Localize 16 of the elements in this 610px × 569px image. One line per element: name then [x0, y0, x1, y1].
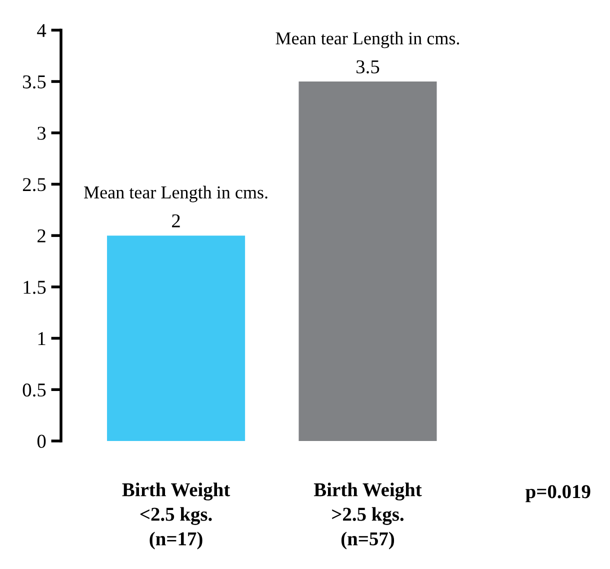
- text: p=0.019: [526, 485, 590, 502]
- y-tick-label: 0: [37, 434, 46, 448]
- y-tick-label: 4: [37, 24, 46, 37]
- annotation: Mean tear Length in cms.: [84, 186, 268, 202]
- data-label: 3.5: [356, 60, 380, 74]
- data-label: 2: [172, 214, 180, 228]
- annotation: Mean tear Length in cms.: [276, 32, 460, 48]
- y-tick-label: 2.5: [22, 178, 46, 192]
- x-tick-label: Birth Weight <2.5 kgs. (n=17): [122, 482, 230, 550]
- y-tick-label: 1.5: [24, 280, 46, 294]
- y-tick-label: 0.5: [22, 383, 46, 397]
- y-tick-label: 3: [38, 126, 46, 140]
- x-tick-label: Birth Weight >2.5 kgs. (n=57): [314, 482, 422, 550]
- y-tick-label: 2: [38, 229, 46, 242]
- y-tick-label: 3.5: [23, 75, 46, 89]
- y-tick-label: 1: [38, 332, 46, 346]
